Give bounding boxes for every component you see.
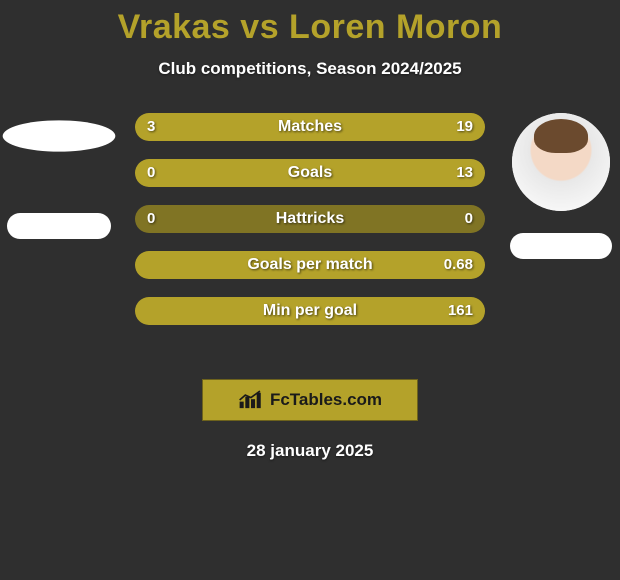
player-right-club-pill <box>510 233 612 259</box>
stat-row: Goals0 13 <box>135 159 485 187</box>
page-title: Vrakas vs Loren Moron <box>0 0 620 47</box>
stat-value-left: 0 <box>147 205 155 233</box>
subtitle: Club competitions, Season 2024/2025 <box>0 59 620 79</box>
stat-value-left: 0 <box>147 159 155 187</box>
player-left-avatar <box>3 120 116 151</box>
stat-bars: Matches319Goals013Hattricks00Goals per m… <box>135 113 485 325</box>
stat-value-left: 3 <box>147 113 155 141</box>
date-text: 28 january 2025 <box>0 441 620 461</box>
stat-value-right: 161 <box>448 297 473 325</box>
stat-label: Hattricks <box>135 205 485 233</box>
brand-text: FcTables.com <box>270 390 382 410</box>
player-right-column <box>506 113 616 259</box>
brand-badge: FcTables.com <box>202 379 418 421</box>
player-left-column <box>4 113 114 239</box>
comparison-zone: Matches319Goals013Hattricks00Goals per m… <box>0 113 620 353</box>
stat-row: Goals per match0.68 <box>135 251 485 279</box>
stat-label: Goals <box>135 159 485 187</box>
player-left-club-pill <box>7 213 111 239</box>
stat-value-right: 19 <box>456 113 473 141</box>
player-right-avatar <box>512 113 610 211</box>
bar-chart-icon <box>238 390 264 410</box>
stat-value-right: 0.68 <box>444 251 473 279</box>
stat-label: Goals per match <box>135 251 485 279</box>
stat-row: Hattricks0 0 <box>135 205 485 233</box>
stat-row: Matches3 19 <box>135 113 485 141</box>
stat-label: Min per goal <box>135 297 485 325</box>
player-right-face-icon <box>512 113 610 211</box>
stat-value-right: 0 <box>465 205 473 233</box>
stat-label: Matches <box>135 113 485 141</box>
stat-value-right: 13 <box>456 159 473 187</box>
stat-row: Min per goal161 <box>135 297 485 325</box>
